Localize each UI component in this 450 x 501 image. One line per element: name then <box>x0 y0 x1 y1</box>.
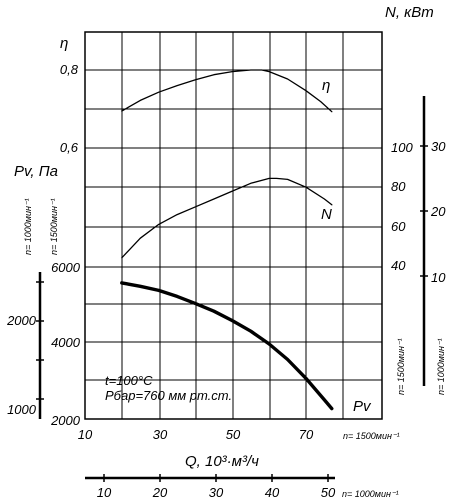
x2-tick-label: 40 <box>265 485 280 500</box>
n-speed-label-1500: n= 1500мин⁻¹ <box>396 338 406 395</box>
n-tick-label: 40 <box>391 258 406 273</box>
x2-tick-label: 10 <box>97 485 112 500</box>
n-tick-label: 60 <box>391 219 406 234</box>
n-curve <box>121 177 333 259</box>
pv-curve <box>120 281 334 411</box>
grid <box>85 32 382 419</box>
n-axis-label: N, кВт <box>385 4 434 21</box>
pv-tick-label: 6000 <box>51 260 81 275</box>
pv-tick-label: 2000 <box>50 413 81 428</box>
pv-axis-label: Pv, Па <box>14 163 58 180</box>
x-axis-label: Q, 10³·м³/ч <box>185 453 259 470</box>
eta-tick-label: 0,6 <box>60 140 79 155</box>
x-tick-label: 50 <box>226 427 241 442</box>
temperature-note: t=100°C <box>105 373 153 388</box>
x-tick-label: 30 <box>153 427 168 442</box>
pressure-note: Рбар=760 мм рт.ст. <box>105 388 232 403</box>
x2-tick-label: 20 <box>152 485 168 500</box>
n-curve-label: N <box>321 206 332 223</box>
series-curves <box>120 69 334 411</box>
x2-speed-label-1000: n= 1000мин⁻¹ <box>342 489 399 499</box>
n-tick-label: 80 <box>391 179 406 194</box>
n-speed-label-1000: n= 1000мин⁻¹ <box>436 338 446 395</box>
pv-speed-label-1000: n= 1000мин⁻¹ <box>23 198 33 255</box>
pv-tick-label: 1000 <box>7 402 37 417</box>
x-tick-label: 70 <box>299 427 314 442</box>
n-tick-label: 100 <box>391 140 413 155</box>
x2-tick-label: 50 <box>321 485 336 500</box>
n-tick-label: 30 <box>431 139 446 154</box>
pv-tick-label: 2000 <box>6 313 37 328</box>
eta-tick-label: 0,8 <box>60 62 79 77</box>
x-tick-label: 10 <box>78 427 93 442</box>
plot-frame <box>84 31 383 420</box>
x-speed-label-1500: n= 1500мин⁻¹ <box>343 431 400 441</box>
n-tick-label: 10 <box>431 270 446 285</box>
pv-curve-label: Pv <box>353 398 372 415</box>
eta-curve-label: η <box>322 77 330 94</box>
pv-tick-label: 4000 <box>51 335 81 350</box>
eta-curve <box>121 69 333 113</box>
eta-axis-label: η <box>60 35 68 52</box>
x2-tick-label: 30 <box>209 485 224 500</box>
n-tick-label: 20 <box>430 204 446 219</box>
pv-speed-label-1500: n= 1500мин⁻¹ <box>49 198 59 255</box>
